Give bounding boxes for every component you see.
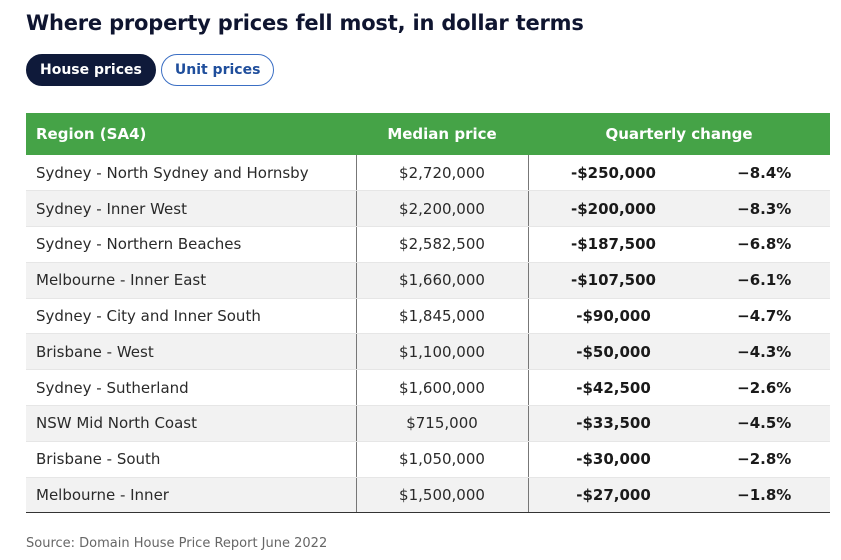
table-row: Brisbane - West $1,100,000 -$50,000 −4.3% (26, 333, 830, 371)
region-cell: Sydney - Northern Beaches (26, 226, 357, 263)
table-row: Sydney - City and Inner South $1,845,000-… (26, 298, 830, 335)
table-row: Brisbane - South $1,050,000 -$30,000 −2.8% (26, 441, 830, 478)
table-row: Sydney - North Sydney and Hornsby $2,720,… (26, 155, 830, 192)
percent-change-cell: −6.1% (698, 262, 830, 299)
price-type-tabs: House prices Unit prices (26, 54, 275, 86)
dollar-change-cell: -$33,500 (528, 405, 699, 442)
table-row: NSW Mid North Coast $715,000 -$33,500 −4.5% (26, 405, 830, 442)
percent-change-cell: −2.8% (698, 441, 830, 478)
median-price-cell: $1,500,000 (356, 477, 529, 514)
dollar-change-cell: -$42,500 (528, 369, 699, 407)
median-price-cell: $715,000 (356, 405, 529, 442)
table-row: Melbourne - Inner East $1,660,000 -$107,50… (26, 262, 830, 299)
region-cell: Brisbane - South (26, 441, 357, 478)
dollar-change-cell: -$30,000 (528, 441, 699, 478)
percent-change-cell: −4.3% (698, 333, 830, 371)
percent-change-cell: −2.6% (698, 369, 830, 407)
region-cell: Sydney - Inner West (26, 190, 357, 228)
median-price-cell: $2,200,000 (356, 190, 529, 228)
table-row: Sydney - Northern Beaches $2,582,500 -$187… (26, 226, 830, 263)
percent-change-cell: −8.4% (698, 155, 830, 192)
page-title: Where property prices fell most, in doll… (26, 11, 584, 35)
region-cell: Melbourne - Inner East (26, 262, 357, 299)
median-price-cell: $1,100,000 (356, 333, 529, 371)
percent-change-cell: −4.7% (698, 298, 830, 335)
percent-change-cell: −8.3% (698, 190, 830, 228)
source-note: Source: Domain House Price Report June 2… (26, 536, 328, 551)
region-cell: Sydney - City and Inner South (26, 298, 357, 335)
dollar-change-cell: -$90,000 (528, 298, 699, 335)
median-price-cell: $1,600,000 (356, 369, 529, 407)
tab-house-prices[interactable]: House prices (26, 54, 156, 86)
percent-change-cell: −4.5% (698, 405, 830, 442)
region-cell: Sydney - North Sydney and Hornsby (26, 155, 357, 192)
median-price-cell: $2,582,500 (356, 226, 529, 263)
dollar-change-cell: -$200,000 (528, 190, 699, 228)
median-price-cell: $1,660,000 (356, 262, 529, 299)
region-cell: Sydney - Sutherland (26, 369, 357, 407)
region-cell: Brisbane - West (26, 333, 357, 371)
table-row: Sydney - Sutherland $1,600,000 -$42,500 −2.… (26, 369, 830, 407)
median-price-cell: $2,720,000 (356, 155, 529, 192)
region-cell: Melbourne - Inner (26, 477, 357, 514)
dollar-change-cell: -$50,000 (528, 333, 699, 371)
table-row: Melbourne - Inner $1,500,000 -$27,000 −1.8% (26, 477, 830, 514)
table-body: Sydney - North Sydney and Hornsby $2,720,… (26, 155, 830, 514)
column-header-quarterly-change: Quarterly change (605, 125, 753, 143)
table-header-row: Region (SA4) Median price Quarterly chan… (26, 113, 830, 155)
dollar-change-cell: -$107,500 (528, 262, 699, 299)
dollar-change-cell: -$250,000 (528, 155, 699, 192)
percent-change-cell: −1.8% (698, 477, 830, 514)
column-header-median-price: Median price (387, 125, 497, 143)
table-row: Sydney - Inner West $2,200,000 -$200,000 −8… (26, 190, 830, 228)
percent-change-cell: −6.8% (698, 226, 830, 263)
column-header-region: Region (SA4) (36, 125, 147, 143)
median-price-cell: $1,845,000 (356, 298, 529, 335)
tab-unit-prices[interactable]: Unit prices (160, 54, 275, 86)
price-table: Region (SA4) Median price Quarterly chan… (26, 113, 830, 514)
dollar-change-cell: -$187,500 (528, 226, 699, 263)
dollar-change-cell: -$27,000 (528, 477, 699, 514)
region-cell: NSW Mid North Coast (26, 405, 357, 442)
median-price-cell: $1,050,000 (356, 441, 529, 478)
